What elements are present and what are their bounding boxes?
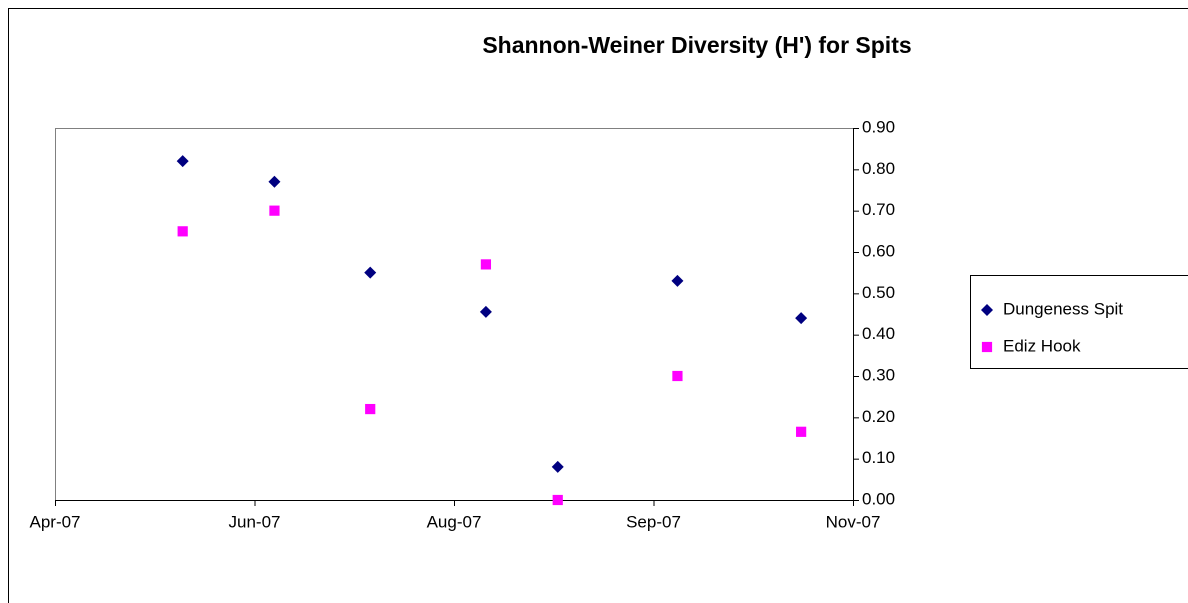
marker: [268, 175, 281, 188]
marker: [551, 460, 564, 473]
y-tick-label: 0.40: [862, 324, 895, 343]
legend-label: Ediz Hook: [1003, 336, 1081, 355]
marker: [552, 494, 563, 506]
marker: [177, 226, 188, 237]
x-tick-label: Sep-07: [626, 512, 681, 531]
x-tick-label: Aug-07: [427, 512, 482, 531]
legend-label: Dungeness Spit: [1003, 299, 1123, 318]
plot-area: [55, 128, 854, 501]
y-tick-label: 0.60: [862, 241, 895, 260]
marker: [671, 274, 684, 287]
marker: [365, 403, 376, 415]
marker: [672, 370, 683, 382]
x-tick-label: Jun-07: [229, 512, 281, 531]
marker: [364, 266, 377, 279]
y-tick-label: 0.30: [862, 365, 895, 384]
y-tick-label: 0.20: [862, 407, 895, 426]
y-tick-label: 0.90: [862, 117, 895, 136]
y-tick-label: 0.10: [862, 448, 895, 467]
y-tick-label: 0.80: [862, 159, 895, 178]
y-tick-label: 0.50: [862, 283, 895, 302]
marker: [796, 426, 807, 437]
legend-marker: [981, 341, 993, 353]
marker: [480, 259, 492, 270]
x-tick-label: Apr-07: [29, 512, 80, 531]
chart-title: Shannon-Weiner Diversity (H') for Spits: [482, 32, 911, 58]
marker: [795, 312, 808, 325]
marker: [269, 205, 280, 216]
x-tick-label: Nov-07: [826, 512, 881, 531]
marker: [479, 305, 492, 318]
legend-marker: [981, 304, 993, 316]
legend-box: [970, 275, 1188, 369]
marker: [176, 155, 189, 168]
y-tick-label: 0.00: [862, 489, 895, 508]
y-tick-label: 0.70: [862, 200, 895, 219]
